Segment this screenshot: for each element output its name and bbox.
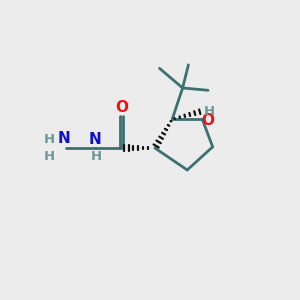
Text: N: N bbox=[58, 131, 70, 146]
Text: N: N bbox=[88, 132, 101, 147]
Text: O: O bbox=[115, 100, 128, 115]
Text: H: H bbox=[44, 133, 55, 146]
Text: H: H bbox=[44, 150, 55, 163]
Text: H: H bbox=[204, 105, 215, 118]
Text: H: H bbox=[90, 150, 102, 163]
Text: O: O bbox=[202, 113, 214, 128]
